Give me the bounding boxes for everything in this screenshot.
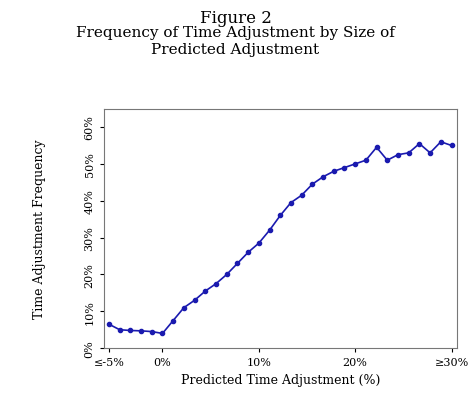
Y-axis label: Time Adjustment Frequency: Time Adjustment Frequency <box>32 139 46 318</box>
Text: Frequency of Time Adjustment by Size of
Predicted Adjustment: Frequency of Time Adjustment by Size of … <box>76 26 395 56</box>
Text: Figure 2: Figure 2 <box>200 10 271 27</box>
X-axis label: Predicted Time Adjustment (%): Predicted Time Adjustment (%) <box>180 373 380 386</box>
